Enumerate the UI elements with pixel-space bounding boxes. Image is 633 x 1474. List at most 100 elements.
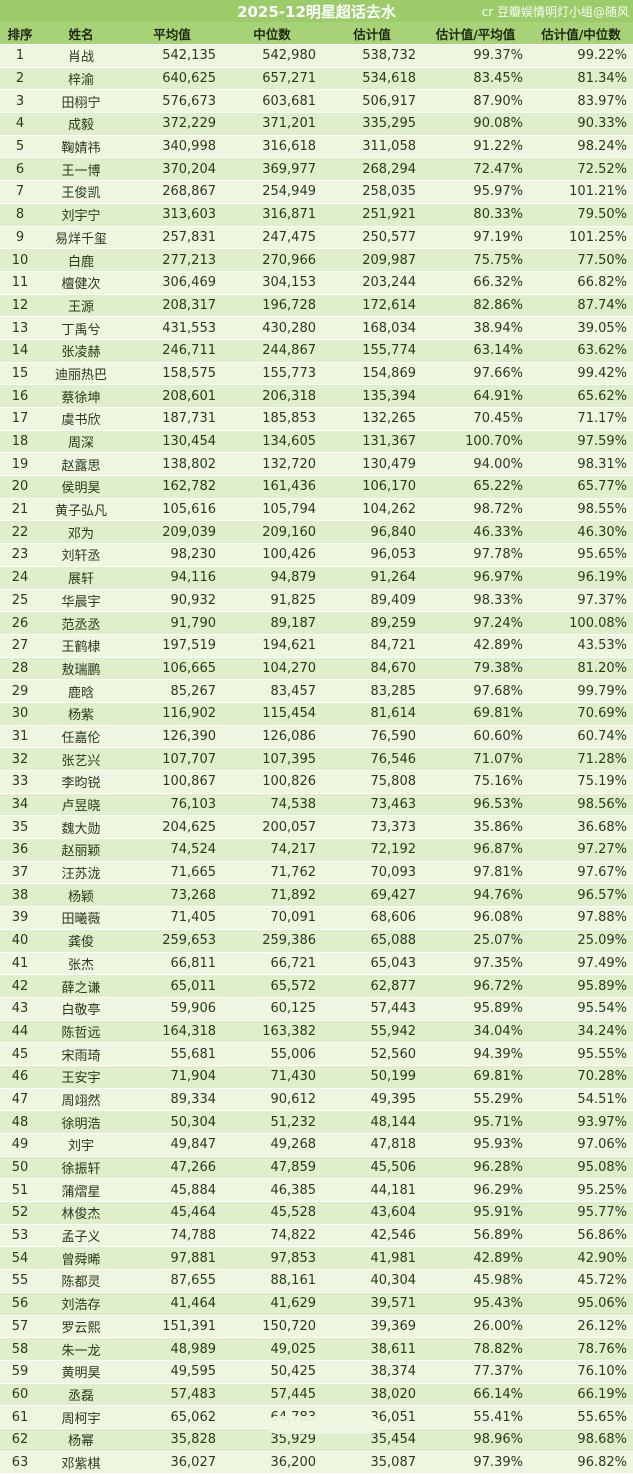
cell-median: 57,445	[222, 1383, 322, 1407]
cell-mean: 208,317	[122, 294, 222, 318]
cell-est-over-mean: 95.97%	[422, 180, 529, 204]
cell-est-over-median: 63.62%	[529, 339, 633, 363]
cell-est-over-mean: 97.39%	[422, 1451, 529, 1474]
cell-median: 371,201	[222, 112, 322, 136]
cell-est-over-mean: 99.37%	[422, 44, 529, 68]
cell-median: 542,980	[222, 44, 322, 68]
cell-est-over-median: 75.19%	[529, 770, 633, 794]
cell-estimate: 106,170	[322, 475, 422, 499]
cell-rank: 18	[0, 430, 40, 454]
cell-rank: 13	[0, 316, 40, 340]
cell-mean: 36,027	[122, 1451, 222, 1474]
cell-mean: 208,601	[122, 384, 222, 408]
cell-rank: 16	[0, 384, 40, 408]
table-row: 37 汪苏泷 71,665 71,762 70,093 97.81% 97.67%	[0, 861, 633, 885]
cell-median: 60,125	[222, 997, 322, 1021]
ranking-table: 排序 姓名 平均值 中位数 估计值 估计值/平均值 估计值/中位数 1 肖战 542…	[0, 22, 633, 1474]
cell-mean: 107,707	[122, 747, 222, 771]
cell-est-over-mean: 97.24%	[422, 611, 529, 635]
cell-estimate: 62,877	[322, 974, 422, 998]
cell-est-over-median: 43.53%	[529, 634, 633, 658]
cell-median: 74,217	[222, 838, 322, 862]
cell-name: 刘宇	[40, 1133, 122, 1157]
cell-est-over-mean: 63.14%	[422, 339, 529, 363]
cell-median: 46,385	[222, 1178, 322, 1203]
cell-est-over-mean: 42.89%	[422, 634, 529, 658]
cell-name: 虞书欣	[40, 407, 122, 431]
cell-median: 90,612	[222, 1088, 322, 1112]
cell-name: 田栩宁	[40, 89, 122, 114]
cell-est-over-mean: 97.19%	[422, 226, 529, 250]
cell-name: 成毅	[40, 112, 122, 136]
cell-name: 孟子义	[40, 1224, 122, 1248]
cell-rank: 47	[0, 1088, 40, 1112]
cell-rank: 26	[0, 611, 40, 635]
cell-est-over-median: 95.08%	[529, 1156, 633, 1180]
cell-est-over-median: 96.57%	[529, 883, 633, 908]
cell-median: 430,280	[222, 316, 322, 340]
table-row: 13 丁禹兮 431,553 430,280 168,034 38.94% 39.05%	[0, 316, 633, 340]
cell-rank: 48	[0, 1110, 40, 1134]
cell-median: 270,966	[222, 248, 322, 272]
cell-rank: 5	[0, 135, 40, 159]
cell-rank: 55	[0, 1269, 40, 1293]
cell-rank: 37	[0, 861, 40, 885]
cell-name: 侯明昊	[40, 475, 122, 499]
cell-name: 白敬亭	[40, 997, 122, 1021]
cell-mean: 47,266	[122, 1156, 222, 1180]
cell-median: 66,721	[222, 952, 322, 976]
cell-estimate: 55,942	[322, 1020, 422, 1044]
cell-estimate: 49,395	[322, 1088, 422, 1112]
cell-mean: 257,831	[122, 226, 222, 250]
cell-mean: 55,681	[122, 1042, 222, 1066]
cell-estimate: 251,921	[322, 203, 422, 227]
cell-est-over-median: 65.62%	[529, 384, 633, 408]
table-row: 56 刘浩存 41,464 41,629 39,571 95.43% 95.06%	[0, 1292, 633, 1316]
cell-est-over-median: 79.50%	[529, 203, 633, 227]
cell-est-over-mean: 38.94%	[422, 316, 529, 340]
cell-estimate: 311,058	[322, 135, 422, 159]
cell-rank: 43	[0, 997, 40, 1021]
cell-est-over-median: 34.24%	[529, 1020, 633, 1044]
cell-est-over-median: 95.89%	[529, 974, 633, 998]
cell-rank: 15	[0, 362, 40, 386]
table-row: 54 曾舜晞 97,881 97,853 41,981 42.89% 42.90%	[0, 1246, 633, 1271]
cell-est-over-mean: 60.60%	[422, 725, 529, 749]
cell-name: 刘宇宁	[40, 203, 122, 227]
cell-median: 97,853	[222, 1246, 322, 1271]
cell-median: 74,538	[222, 793, 322, 817]
cell-mean: 116,902	[122, 702, 222, 726]
cell-mean: 204,625	[122, 815, 222, 840]
cell-est-over-median: 83.97%	[529, 89, 633, 114]
cell-rank: 63	[0, 1451, 40, 1474]
cell-name: 肖战	[40, 44, 122, 68]
cell-median: 603,681	[222, 89, 322, 114]
cell-name: 徐振轩	[40, 1156, 122, 1180]
table-row: 7 王俊凯 268,867 254,949 258,035 95.97% 101.21%	[0, 180, 633, 204]
table-row: 59 黄明昊 49,595 50,425 38,374 77.37% 76.10%	[0, 1360, 633, 1384]
cell-rank: 22	[0, 520, 40, 545]
cell-estimate: 50,199	[322, 1065, 422, 1089]
cell-estimate: 89,409	[322, 589, 422, 613]
cell-mean: 57,483	[122, 1383, 222, 1407]
table-row: 35 魏大勋 204,625 200,057 73,373 35.86% 36.68%	[0, 815, 633, 840]
cell-mean: 74,524	[122, 838, 222, 862]
cell-name: 任嘉伦	[40, 725, 122, 749]
cell-median: 244,867	[222, 339, 322, 363]
cell-est-over-median: 95.54%	[529, 997, 633, 1021]
cell-mean: 90,932	[122, 589, 222, 613]
table-row: 32 张艺兴 107,707 107,395 76,546 71.07% 71.28%	[0, 747, 633, 771]
table-row: 33 李昀锐 100,867 100,826 75,808 75.16% 75.19%	[0, 770, 633, 794]
cell-est-over-median: 71.28%	[529, 747, 633, 771]
table-row: 41 张杰 66,811 66,721 65,043 97.35% 97.49%	[0, 952, 633, 976]
header-mean: 平均值	[122, 22, 222, 45]
cell-rank: 41	[0, 952, 40, 976]
table-row: 49 刘宇 49,847 49,268 47,818 95.93% 97.06%	[0, 1133, 633, 1157]
cell-estimate: 154,869	[322, 362, 422, 386]
cell-estimate: 132,265	[322, 407, 422, 431]
cell-median: 126,086	[222, 725, 322, 749]
cell-est-over-mean: 96.28%	[422, 1156, 529, 1180]
table-row: 26 范丞丞 91,790 89,187 89,259 97.24% 100.08%	[0, 611, 633, 635]
cell-name: 朱一龙	[40, 1337, 122, 1361]
cell-est-over-median: 97.59%	[529, 430, 633, 454]
